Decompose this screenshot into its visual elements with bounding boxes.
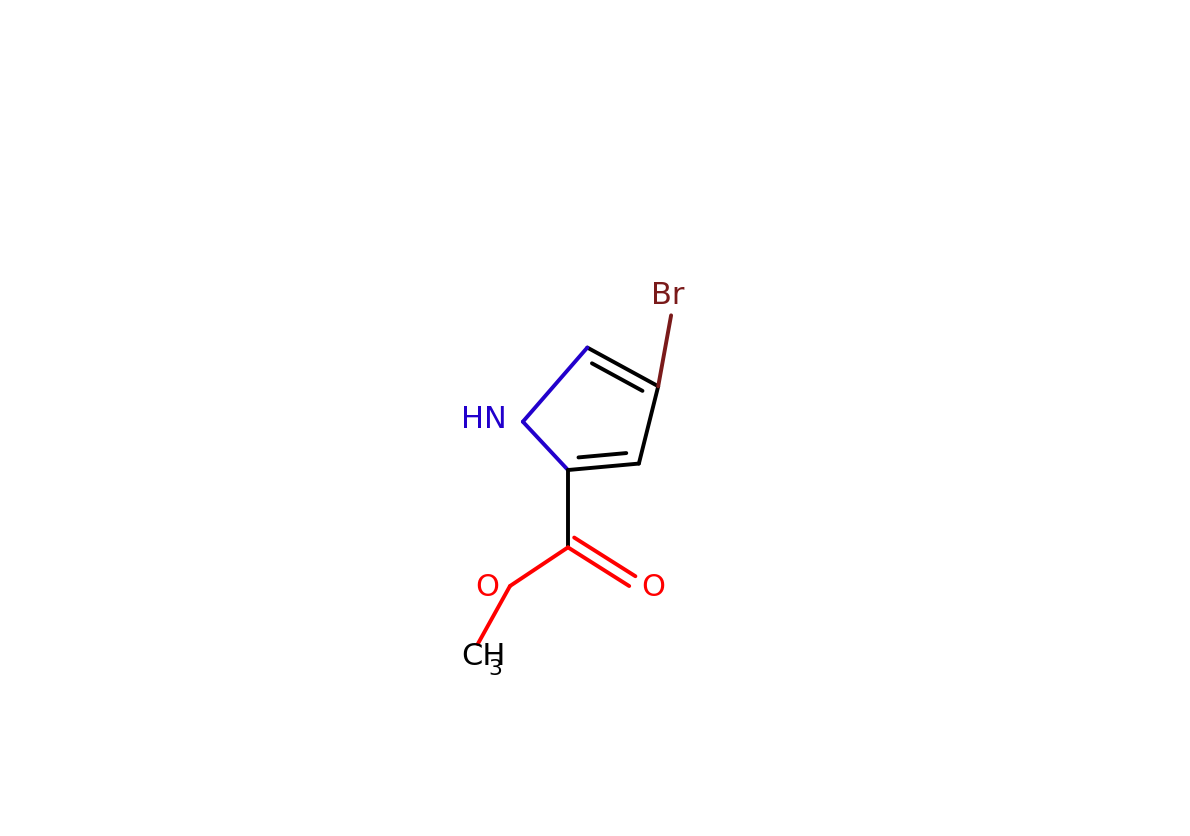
Text: O: O	[475, 572, 499, 601]
Text: O: O	[640, 572, 665, 601]
Text: 3: 3	[489, 658, 502, 678]
Text: CH: CH	[462, 641, 506, 670]
Text: Br: Br	[651, 281, 684, 309]
Text: HN: HN	[461, 405, 507, 433]
